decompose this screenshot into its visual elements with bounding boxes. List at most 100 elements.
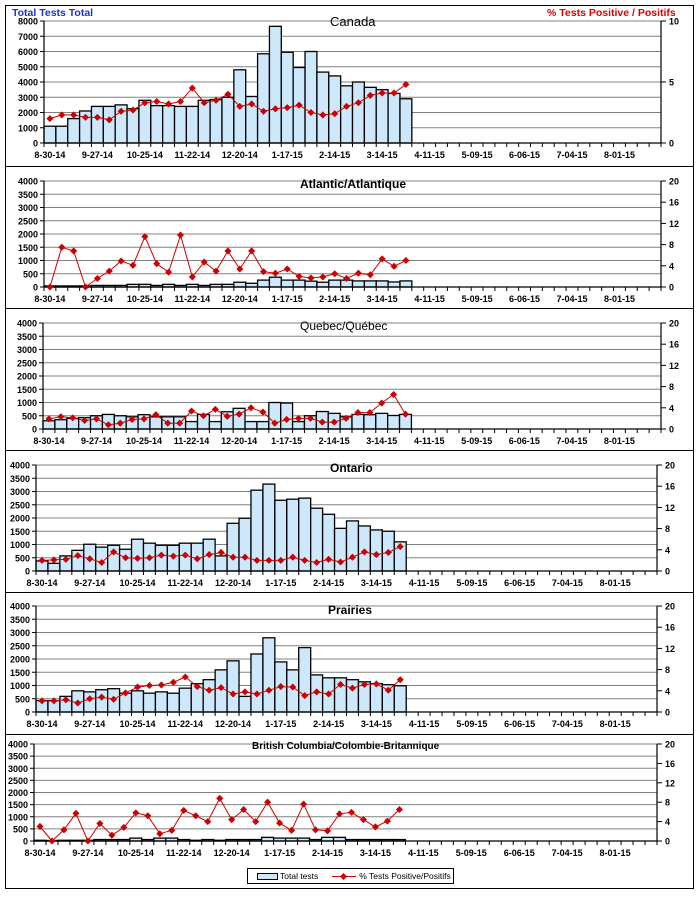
chart-svg: 0 1000 2000 3000 4000 5000 6000 7000 8000 0 5 10 8-3… [18, 17, 679, 161]
y-left-tick-label: 1500 [10, 527, 30, 537]
x-tick-label: 6-06-15 [504, 848, 535, 858]
positive-rate-point [129, 261, 137, 269]
x-tick-label: 11-22-14 [174, 436, 210, 446]
bar [304, 50, 318, 144]
bar [208, 420, 222, 430]
y-right-tick-label: 8 [669, 240, 674, 250]
figure-frame [5, 5, 694, 889]
bar [173, 105, 188, 144]
y-left-tick-label: 2500 [10, 500, 30, 510]
x-tick-label: 3-14-15 [361, 578, 392, 588]
panel-title: Canada [330, 14, 376, 29]
bar [95, 689, 109, 713]
positive-rate-point [70, 247, 78, 255]
y-left-tick-label: 3000 [17, 345, 37, 355]
bar [154, 691, 169, 713]
bar [162, 104, 176, 144]
positive-rate-point [58, 243, 66, 251]
chart-svg: 0 500 1000 1500 2000 2500 3000 3500 4000 0 4 8 12 16 2… [10, 602, 675, 730]
y-left-tick-label: 0 [32, 425, 37, 435]
positive-rate-point [217, 548, 225, 556]
positive-rate-point [204, 818, 212, 826]
y-left-tick-label: 3500 [10, 474, 30, 484]
x-tick-label: 10-25-14 [126, 436, 162, 446]
positive-rate-point [295, 272, 303, 280]
x-tick-label: 12-20-14 [215, 719, 251, 729]
x-tick-label: 7-04-15 [552, 719, 583, 729]
y-right-tick-label: 5 [669, 78, 674, 88]
x-tick-label: 11-22-14 [175, 294, 211, 304]
positive-rate-point [200, 99, 208, 107]
right-axis-header: % Tests Positive / Positifs [547, 7, 676, 19]
bar [375, 88, 389, 144]
chart-panel-atlantic-atlantique: 0 500 1000 1500 2000 2500 3000 3500 4000 0 4 8 12 16 2… [5, 166, 694, 308]
x-tick-label: 2-14-15 [312, 848, 343, 858]
positive-rate-point [366, 271, 374, 279]
chart-svg: 0 500 1000 1500 2000 2500 3000 3500 4000 0 4 8 12 16 2… [18, 177, 679, 305]
bar [185, 105, 199, 144]
positive-rate-point [212, 267, 220, 275]
positive-rate-point [157, 681, 165, 689]
x-tick-label: 12-20-14 [222, 150, 258, 160]
x-tick-label: 2-14-15 [319, 436, 350, 446]
bar [339, 85, 354, 144]
x-tick-label: 5-09-15 [461, 436, 492, 446]
positive-rate-point [331, 110, 339, 118]
positive-rate-point [390, 89, 398, 97]
y-right-tick-label: 16 [665, 482, 675, 492]
x-tick-label: 8-30-14 [26, 719, 57, 729]
bar [393, 685, 407, 713]
x-tick-label: 3-14-15 [361, 719, 392, 729]
y-left-tick-label: 4000 [10, 602, 30, 612]
y-right-tick-label: 0 [669, 425, 674, 435]
positive-rate-point [347, 808, 356, 816]
bar [351, 280, 366, 288]
positive-rate-point [62, 696, 70, 704]
x-tick-label: 2-14-15 [313, 719, 344, 729]
positive-rate-point [188, 273, 196, 281]
y-right-tick-label: 12 [665, 778, 675, 788]
positive-rate-point [144, 812, 152, 820]
y-left-tick-label: 1000 [17, 398, 37, 408]
panel-title: Ontario [330, 461, 373, 475]
positive-rate-point [224, 247, 232, 255]
bar [345, 679, 360, 713]
y-left-tick-label: 1000 [8, 812, 28, 822]
positive-rate-point [264, 798, 272, 806]
bar [250, 653, 264, 713]
chart-legend: Total tests % Tests Positive/Positifs [247, 868, 454, 884]
positive-rate-point [277, 683, 285, 691]
y-right-tick-label: 12 [665, 644, 675, 654]
y-left-tick-label: 5000 [18, 62, 38, 72]
x-tick-label: 10-25-14 [127, 150, 163, 160]
bar [166, 692, 180, 713]
y-left-tick-label: 2500 [17, 358, 37, 368]
x-tick-label: 4-11-15 [414, 150, 445, 160]
bar [142, 692, 157, 713]
bar [214, 555, 228, 572]
y-left-tick-label: 0 [25, 567, 30, 577]
x-tick-label: 10-25-14 [119, 578, 155, 588]
legend-bar-swatch [257, 872, 278, 880]
legend-bars-label: Total tests [280, 871, 319, 881]
positive-rate-point [145, 554, 153, 562]
x-tick-label: 6-06-15 [504, 578, 535, 588]
y-left-tick-label: 4000 [17, 319, 37, 329]
y-left-tick-label: 3500 [18, 190, 38, 200]
y-left-tick-label: 0 [25, 708, 30, 718]
bar [369, 529, 383, 572]
bar [130, 690, 145, 713]
positive-rate-point [283, 415, 291, 423]
x-tick-label: 8-30-14 [34, 294, 65, 304]
y-left-tick-label: 8000 [18, 17, 38, 27]
positive-rate-point [224, 90, 232, 98]
x-tick-label: 4-11-15 [409, 719, 440, 729]
positive-rate-point [319, 273, 327, 281]
bar [138, 99, 152, 144]
x-tick-label: 8-01-15 [604, 436, 635, 446]
y-right-tick-label: 16 [669, 340, 679, 350]
bar [262, 637, 276, 713]
x-tick-label: 2-14-15 [313, 578, 344, 588]
bar [286, 669, 300, 713]
y-left-tick-label: 1500 [8, 800, 28, 810]
